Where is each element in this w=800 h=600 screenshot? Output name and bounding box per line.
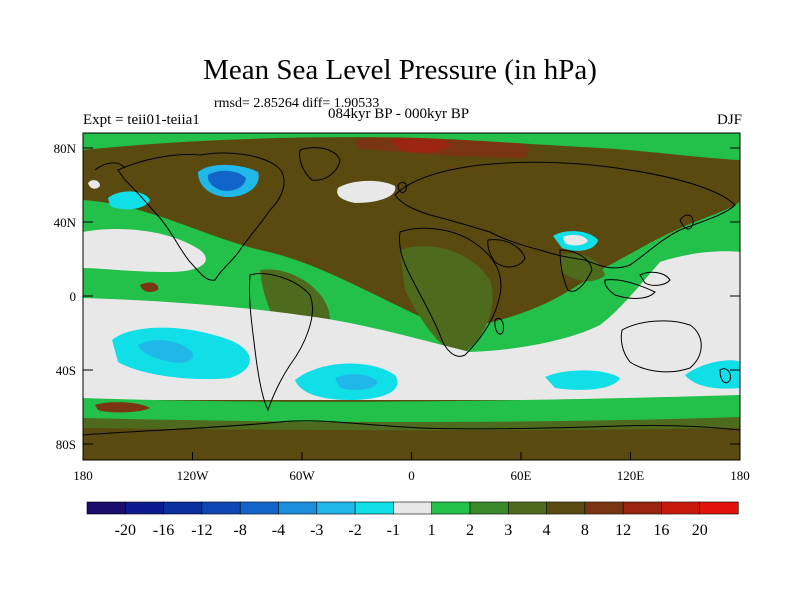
colorbar-cell (201, 501, 241, 515)
field-brown-npac (95, 402, 150, 413)
field-lowb-hudson (207, 170, 246, 191)
lon-axis (82, 452, 741, 460)
field-neutral-natlantic (337, 180, 396, 203)
lon-label: 60E (511, 468, 532, 483)
colorbar-label: -4 (272, 522, 285, 539)
lon-label: 0 (408, 468, 415, 483)
colorbar-label: 3 (504, 522, 512, 539)
colorbar-cell (163, 501, 203, 515)
colorbar-cell (354, 501, 394, 515)
colorbar-cell (393, 501, 433, 515)
field-cyan-npacific (108, 191, 150, 210)
field-green-arctic (83, 133, 740, 160)
experiment-label: Expt = teii01-teiia1 (83, 112, 200, 128)
lat-axis (83, 147, 740, 445)
coastlines (83, 147, 740, 436)
field-olive-india (560, 253, 605, 282)
colorbar-label: -1 (387, 522, 400, 539)
colorbar-cell (699, 501, 739, 515)
field-red-arctic (390, 136, 450, 153)
colorbar-label: 20 (692, 522, 708, 539)
colorbar-label: 1 (428, 522, 436, 539)
colorbar-label: -16 (153, 522, 174, 539)
colorbar-label: 16 (653, 522, 669, 539)
colorbar-cell (469, 501, 509, 515)
colorbar-cell (316, 501, 356, 515)
field-brown-pacific (140, 282, 159, 293)
field-cyan-indian (545, 370, 620, 390)
lon-label: 60W (289, 468, 315, 483)
lat-label: 80N (54, 141, 77, 156)
colorbar-cell (278, 501, 318, 515)
lat-label: 80S (56, 437, 76, 452)
field-blue-spacific (138, 340, 193, 363)
colorbar-label: 8 (581, 522, 589, 539)
field-olive-africa (400, 246, 493, 355)
field-neutral-spot (88, 180, 100, 189)
lon-label: 180 (73, 468, 93, 483)
colorbar-label: -20 (115, 522, 136, 539)
colorbar: -20 -16 -12 -8 -4 -3 -2 -1 1 2 3 4 8 12 16 20 (86, 501, 739, 539)
lat-label: 40N (54, 215, 77, 230)
field-cyan-tasman (685, 360, 740, 389)
map-title: Mean Sea Level Pressure (in hPa) (203, 54, 597, 86)
colorbar-label: -3 (310, 522, 323, 539)
colorbar-label: -8 (234, 522, 247, 539)
lat-label: 0 (70, 289, 77, 304)
colorbar-label: 12 (615, 522, 631, 539)
colorbar-label: 4 (543, 522, 551, 539)
colorbar-label: -2 (348, 522, 361, 539)
pressure-field (83, 133, 740, 460)
lon-label: 180 (730, 468, 750, 483)
colorbar-cell (86, 501, 126, 515)
colorbar-label: 2 (466, 522, 474, 539)
field-neutral-himalaya (563, 234, 588, 246)
season-label: DJF (716, 112, 742, 128)
field-blue-satlantic (335, 374, 378, 390)
colorbar-cell (661, 501, 701, 515)
lon-label: 120W (177, 468, 210, 483)
lon-label: 120E (617, 468, 645, 483)
colorbar-cell (239, 501, 280, 515)
colorbar-cell (584, 501, 624, 515)
field-olive-arctic2 (150, 146, 740, 180)
field-green-southern (83, 395, 740, 423)
colorbar-cell (507, 501, 548, 515)
period-text: 084kyr BP - 000kyr BP (328, 106, 470, 122)
lat-label: 40S (56, 363, 76, 378)
statistics-text: rmsd= 2.85264 diff= 1.90533 (214, 96, 380, 111)
colorbar-cell (622, 501, 663, 515)
colorbar-cell (546, 501, 586, 515)
colorbar-label: -12 (191, 522, 212, 539)
colorbar-cell (431, 501, 471, 515)
colorbar-cell (124, 501, 165, 515)
